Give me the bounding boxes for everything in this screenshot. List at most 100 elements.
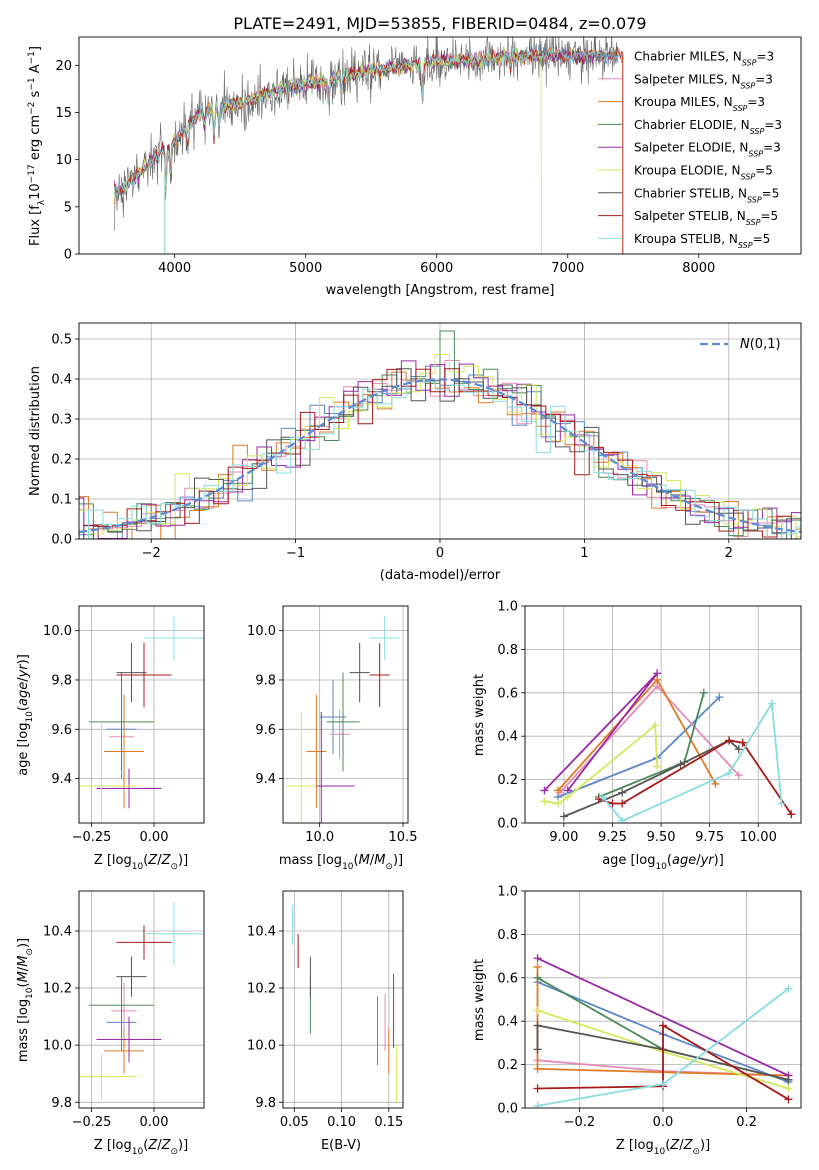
y-tick-label: 0.0 [497, 817, 518, 832]
weight-marker [653, 669, 662, 678]
x-tick-label: 10.5 [389, 830, 418, 845]
weight-marker [784, 984, 793, 993]
axes-frame [78, 605, 205, 824]
weight-marker [784, 1095, 793, 1104]
x-axis-label: (data-model)/error [380, 568, 501, 583]
y-tick-label: 1.0 [497, 885, 518, 900]
histogram-step-line [79, 371, 801, 539]
y-tick-label: 15 [55, 106, 72, 121]
y-tick-label: 10.4 [43, 924, 72, 939]
y-tick-label: 0.2 [497, 1058, 518, 1073]
weight-marker [784, 1075, 793, 1084]
x-tick-label: 0.15 [374, 1115, 403, 1130]
legend-label: Salpeter STELIB, NSSP=5 [634, 209, 778, 227]
axes-frame [524, 890, 802, 1109]
y-tick-label: 0.4 [51, 373, 72, 388]
x-axis-label: mass [log10(M/M⊙)] [279, 853, 403, 872]
y-tick-label: 9.4 [51, 772, 72, 787]
weight-line [543, 672, 658, 792]
weight-lines [533, 954, 793, 1108]
y-tick-label: 9.8 [51, 673, 72, 688]
y-tick-label: 1.0 [497, 600, 518, 615]
legend-label: Chabrier STELIB, NSSP=5 [634, 186, 779, 204]
x-axis-label: Z [log10(Z/Z⊙)] [94, 1138, 188, 1157]
weight-marker [699, 688, 708, 697]
weight-lines [540, 669, 796, 823]
y-axis-label: Flux [fλ10−17 erg cm−2 s−1 A−1] [27, 46, 47, 246]
histogram-step-line [79, 368, 801, 539]
legend-label: N(0,1) [740, 337, 781, 352]
y-axis-label: age [log10(age/yr)] [16, 654, 35, 776]
weight-marker [738, 738, 747, 747]
x-tick-label: 0.00 [140, 830, 169, 845]
y-tick-label: 10 [55, 153, 72, 168]
axes-frame [78, 322, 802, 540]
weight-marker [653, 762, 662, 771]
x-axis-label: age [log10(age/yr)] [602, 853, 724, 872]
y-tick-label: 10.0 [247, 624, 276, 639]
y-tick-label: 0.8 [497, 643, 518, 658]
weight-marker [618, 788, 627, 797]
y-axis-label: mass weight [472, 674, 487, 756]
weight-marker [608, 799, 617, 808]
x-tick-label: 10.00 [740, 830, 777, 845]
legend-label: Kroupa STELIB, NSSP=5 [634, 232, 770, 250]
x-tick-label: 0.2 [736, 1115, 757, 1130]
y-tick-label: 5 [64, 200, 72, 215]
x-tick-label: 10.0 [305, 830, 334, 845]
x-tick-label: 0.0 [653, 1115, 674, 1130]
y-tick-label: 0.2 [51, 453, 72, 468]
y-tick-label: 0.2 [497, 773, 518, 788]
weight-vs-age-panel: 9.00 9.25 9.50 9.75 10.00 0.0 0.2 0.4 0.6 0.8 1.0 a… [472, 600, 802, 872]
y-tick-label: 0.5 [51, 333, 72, 348]
x-tick-label: 9.75 [695, 830, 724, 845]
weight-line [536, 1024, 789, 1081]
x-tick-label: 2 [725, 546, 733, 561]
model-spectrum-line [113, 48, 618, 199]
weight-line [537, 1023, 789, 1101]
weight-marker [734, 745, 743, 754]
weight-marker [533, 1064, 542, 1073]
errorbar-group [79, 902, 204, 1100]
legend-label: Kroupa MILES, NSSP=3 [634, 95, 765, 113]
weight-marker [563, 792, 572, 801]
y-tick-label: 0.4 [497, 1015, 518, 1030]
weight-marker [533, 954, 542, 963]
weight-marker [651, 721, 660, 730]
y-tick-label: 0.1 [51, 493, 72, 508]
weight-marker [777, 799, 786, 808]
x-tick-label: 0.05 [280, 1115, 309, 1130]
histogram-bars [79, 330, 801, 539]
y-tick-label: 10.0 [247, 1039, 276, 1054]
weight-marker [787, 810, 796, 819]
y-tick-label: 0 [64, 248, 72, 263]
y-axis-label: mass weight [472, 959, 487, 1041]
x-tick-label: 7000 [551, 261, 584, 276]
y-tick-label: 0.0 [497, 1102, 518, 1117]
weight-marker [540, 797, 549, 806]
x-tick-label: 6000 [420, 261, 453, 276]
x-tick-label: 9.25 [598, 830, 627, 845]
histogram-step-line [79, 380, 801, 539]
weight-marker [533, 1084, 542, 1093]
legend-label: Salpeter ELODIE, NSSP=3 [634, 141, 781, 159]
weight-line [598, 739, 793, 815]
weight-marker [659, 1021, 667, 1030]
x-tick-label: 8000 [682, 261, 715, 276]
age-vs-mass-panel: 10.0 10.5 9.4 9.6 9.8 10.0 mass [log10(M/M⊙)] [247, 605, 418, 872]
axes-frame [282, 890, 404, 1109]
y-tick-label: 9.4 [255, 772, 276, 787]
residuals-panel: −2 −1 0 1 2 0.0 0.1 0.2 0.3 0.4 0.5 (data-model)/er… [28, 322, 802, 583]
weight-marker [533, 973, 542, 982]
x-tick-label: −0.2 [564, 1115, 596, 1130]
weight-marker [659, 1080, 667, 1089]
spectrum-lines [113, 37, 624, 254]
errorbar-group [291, 905, 397, 1103]
y-tick-label: 10.0 [43, 624, 72, 639]
y-tick-label: 10.4 [247, 924, 276, 939]
weight-line [598, 692, 705, 798]
x-tick-label: 0.00 [140, 1115, 169, 1130]
x-tick-label: −0.25 [72, 1115, 112, 1130]
weight-marker [554, 786, 563, 795]
